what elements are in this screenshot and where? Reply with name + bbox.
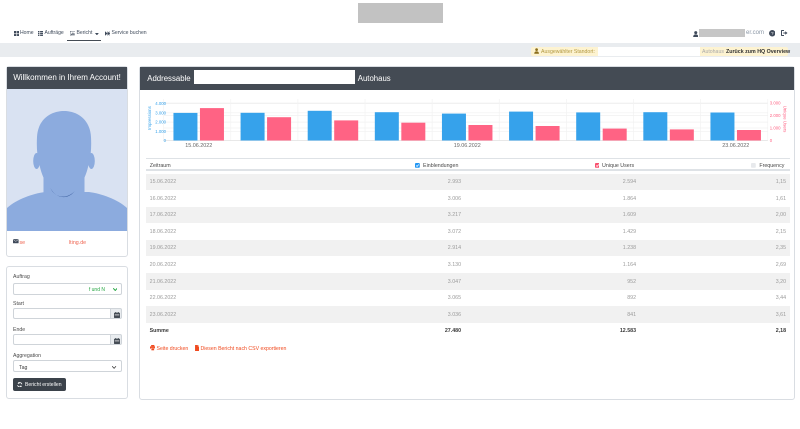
svg-text:2.000: 2.000 [770,113,781,118]
svg-text:3.000: 3.000 [770,100,781,105]
svg-text:4.000: 4.000 [155,101,166,106]
svg-text:19.06.2022: 19.06.2022 [454,142,481,148]
svg-text:3.000: 3.000 [155,110,166,115]
svg-text:1.000: 1.000 [770,125,781,130]
svg-text:15.06.2022: 15.06.2022 [185,142,212,148]
svg-text:0: 0 [163,138,166,143]
svg-text:2.000: 2.000 [155,119,166,124]
svg-text:23.06.2022: 23.06.2022 [722,142,749,148]
svg-text:0: 0 [770,138,773,143]
svg-text:1.000: 1.000 [155,128,166,133]
svg-text:?: ? [770,31,773,36]
svg-text:Unique Users: Unique Users [782,105,787,132]
svg-text:Impressions: Impressions [147,105,152,129]
